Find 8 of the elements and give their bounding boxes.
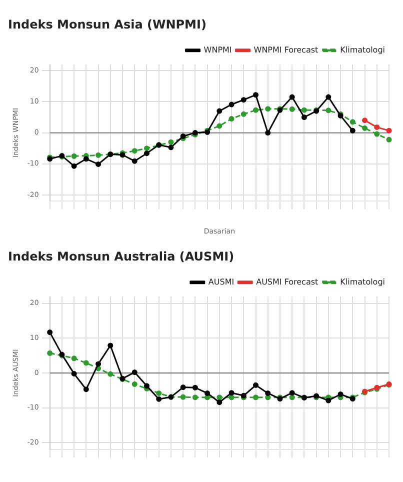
chart-title: Indeks Monsun Australia (AUSMI) [8,249,234,264]
chart-title: Indeks Monsun Asia (WNPMI) [8,17,206,32]
legend-label: AUSMI [208,277,234,286]
legend-label: WNPMI Forecast [254,45,318,54]
legend-label: AUSMI Forecast [256,277,318,286]
legend-label: Klimatologi [340,277,386,286]
legend-label: WNPMI [204,45,232,54]
legend-label: Klimatologi [340,45,386,54]
